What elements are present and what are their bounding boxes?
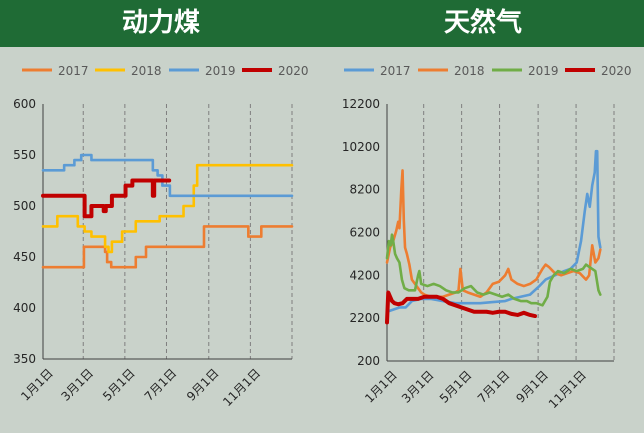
- x-tick-label: 3月1日: [58, 366, 96, 404]
- legend-label-2020: 2020: [278, 64, 309, 78]
- legend-label-2019: 2019: [528, 64, 559, 78]
- series-line-2018: [385, 169, 602, 299]
- y-tick-label: 4200: [349, 268, 380, 282]
- gas-chart-panel: 2017 2018 2019 2020 200 2200 4200 6200 8200 10200…: [322, 48, 644, 429]
- y-tick-label: 350: [13, 352, 36, 366]
- legend-label-2019: 2019: [205, 64, 236, 78]
- x-tick-label: 9月1日: [513, 368, 551, 406]
- gas-chart: 2017 2018 2019 2020 200 2200 4200 6200 8200 10200…: [342, 64, 632, 411]
- y-tick-label: 10200: [342, 140, 380, 154]
- y-tick-label: 2200: [349, 311, 380, 325]
- y-tick-label: 450: [13, 250, 36, 264]
- coal-chart: 2017 2018 2019 2020 350 400 450 500 550 600 1月1日 3月…: [13, 64, 309, 409]
- series-line-2020: [385, 290, 538, 325]
- y-tick-label: 12200: [342, 97, 380, 111]
- coal-chart-panel: 2017 2018 2019 2020 350 400 450 500 550 600 1月1日 3月…: [0, 48, 322, 429]
- legend-label-2017: 2017: [58, 64, 89, 78]
- y-tick-label: 6200: [349, 226, 380, 240]
- y-tick-label: 500: [13, 199, 36, 213]
- header-bar: 动力煤 天然气: [0, 0, 644, 47]
- x-tick-label: 7月1日: [142, 366, 180, 404]
- y-tick-label: 400: [13, 301, 36, 315]
- left-chart-title: 动力煤: [121, 8, 200, 38]
- x-tick-label: 11月1日: [220, 366, 263, 409]
- legend-label-2018: 2018: [454, 64, 485, 78]
- series-line-2017: [41, 225, 294, 269]
- x-tick-label: 5月1日: [437, 368, 475, 406]
- legend-label-2018: 2018: [131, 64, 162, 78]
- series-line-2019: [385, 233, 602, 307]
- x-tick-label: 9月1日: [184, 366, 222, 404]
- right-chart-title: 天然气: [443, 8, 522, 38]
- series-line-2019: [41, 153, 294, 198]
- y-tick-label: 550: [13, 148, 36, 162]
- legend-label-2020: 2020: [601, 64, 632, 78]
- x-tick-label: 7月1日: [475, 368, 513, 406]
- x-tick-label: 1月1日: [362, 368, 400, 406]
- y-tick-label: 600: [13, 97, 36, 111]
- y-tick-label: 8200: [349, 183, 380, 197]
- series-line-2018: [41, 163, 294, 254]
- legend-label-2017: 2017: [380, 64, 411, 78]
- x-tick-label: 3月1日: [399, 368, 437, 406]
- x-tick-label: 1月1日: [18, 366, 56, 404]
- series-line-2020: [41, 178, 172, 219]
- x-tick-label: 5月1日: [100, 366, 138, 404]
- y-tick-label: 200: [357, 354, 380, 368]
- x-tick-label: 11月1日: [546, 368, 589, 411]
